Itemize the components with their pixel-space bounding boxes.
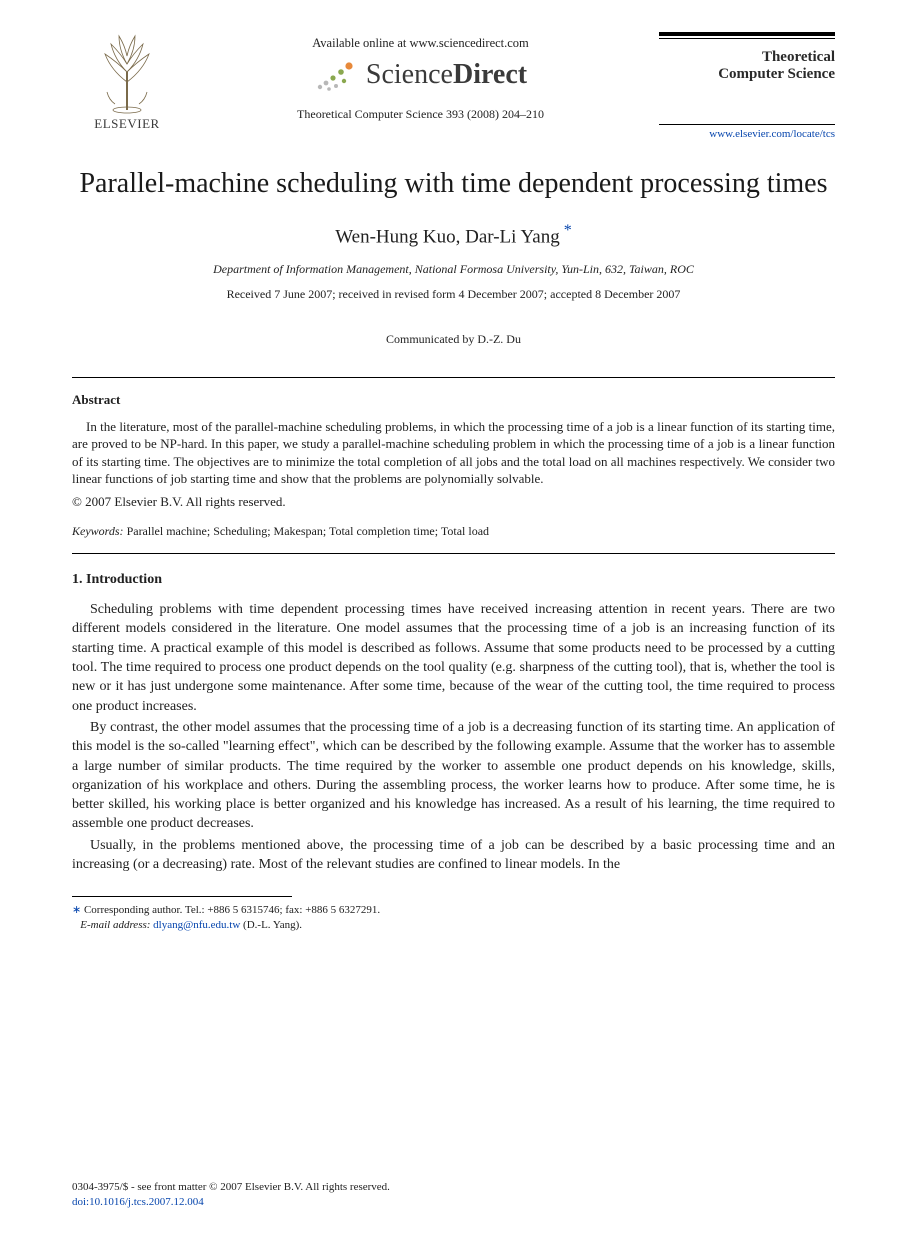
affiliation: Department of Information Management, Na… xyxy=(72,262,835,277)
introduction-body: Scheduling problems with time dependent … xyxy=(72,600,835,874)
introduction-heading: 1. Introduction xyxy=(72,572,835,588)
available-online-text: Available online at www.sciencedirect.co… xyxy=(312,36,529,51)
divider-top xyxy=(72,377,835,378)
issn-line: 0304-3975/$ - see front matter © 2007 El… xyxy=(72,1181,390,1193)
footnote-star-icon: ∗ xyxy=(72,904,84,916)
journal-box: Theoretical Computer Science www.elsevie… xyxy=(659,32,835,140)
journal-bar-thin xyxy=(659,38,835,39)
email-label: E-mail address: xyxy=(80,919,150,931)
paper-title: Parallel-machine scheduling with time de… xyxy=(72,168,835,200)
communicated-by: Communicated by D.-Z. Du xyxy=(72,332,835,347)
corresponding-star-icon: * xyxy=(560,222,572,239)
sciencedirect-right: Direct xyxy=(453,59,527,90)
sciencedirect-swoosh-icon xyxy=(314,57,356,93)
email-link[interactable]: dlyang@nfu.edu.tw xyxy=(153,919,240,931)
intro-paragraph-3: Usually, in the problems mentioned above… xyxy=(72,836,835,875)
copyright-line: © 2007 Elsevier B.V. All rights reserved… xyxy=(72,494,835,510)
divider-bottom xyxy=(72,553,835,554)
corresponding-line1: Corresponding author. Tel.: +886 5 63157… xyxy=(84,904,380,916)
keywords-text: Parallel machine; Scheduling; Makespan; … xyxy=(124,524,489,538)
footnote-divider xyxy=(72,896,292,897)
sciencedirect-wordmark: ScienceDirect xyxy=(366,59,527,91)
doi-link[interactable]: doi:10.1016/j.tcs.2007.12.004 xyxy=(72,1196,204,1208)
article-dates: Received 7 June 2007; received in revise… xyxy=(72,287,835,302)
abstract-heading: Abstract xyxy=(72,392,835,408)
citation-line: Theoretical Computer Science 393 (2008) … xyxy=(297,107,544,122)
keywords-line: Keywords: Parallel machine; Scheduling; … xyxy=(72,524,835,539)
abstract-text: In the literature, most of the parallel-… xyxy=(72,418,835,488)
journal-url-link[interactable]: www.elsevier.com/locate/tcs xyxy=(659,124,835,140)
corresponding-footnote: ∗ Corresponding author. Tel.: +886 5 631… xyxy=(72,903,835,933)
sciencedirect-left: Science xyxy=(366,59,453,90)
keywords-label: Keywords: xyxy=(72,524,124,538)
doi-label: doi: xyxy=(72,1196,89,1208)
authors-text: Wen-Hung Kuo, Dar-Li Yang xyxy=(335,226,559,247)
journal-bar-top xyxy=(659,32,835,36)
elsevier-label: ELSEVIER xyxy=(94,116,159,132)
intro-paragraph-1: Scheduling problems with time dependent … xyxy=(72,600,835,716)
page-footer: 0304-3975/$ - see front matter © 2007 El… xyxy=(72,1180,835,1210)
email-tail: (D.-L. Yang). xyxy=(240,919,302,931)
elsevier-logo-block: ELSEVIER xyxy=(72,32,182,132)
journal-name: Theoretical Computer Science xyxy=(718,49,835,84)
abstract-body: In the literature, most of the parallel-… xyxy=(72,418,835,488)
elsevier-tree-icon xyxy=(89,32,165,114)
header-center: Available online at www.sciencedirect.co… xyxy=(182,32,659,122)
journal-name-line1: Theoretical xyxy=(762,49,835,65)
intro-paragraph-2: By contrast, the other model assumes tha… xyxy=(72,718,835,834)
authors-line: Wen-Hung Kuo, Dar-Li Yang * xyxy=(72,222,835,248)
sciencedirect-logo: ScienceDirect xyxy=(314,57,527,93)
paper-header: ELSEVIER Available online at www.science… xyxy=(72,32,835,140)
journal-name-line2: Computer Science xyxy=(718,66,835,82)
doi-value: 10.1016/j.tcs.2007.12.004 xyxy=(89,1196,204,1208)
